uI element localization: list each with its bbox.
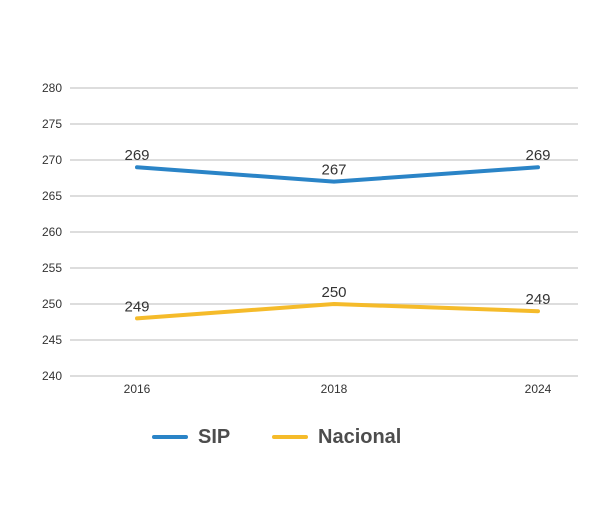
legend-swatch-nacional [272, 435, 308, 439]
data-label-sip: 269 [525, 147, 550, 164]
data-label-nacional: 249 [525, 291, 550, 308]
data-label-nacional: 249 [124, 298, 149, 315]
legend-item-sip: SIP [152, 422, 230, 452]
y-axis-ticks: 240 245 250 255 260 265 270 275 280 [42, 81, 62, 383]
legend-item-nacional: Nacional [272, 422, 401, 452]
gridlines [70, 87, 578, 377]
data-label-sip: 267 [321, 162, 346, 179]
data-labels: 269 267 269 249 250 249 [124, 147, 550, 315]
y-tick-label: 280 [42, 81, 62, 95]
x-axis-ticks: 2016 2018 2024 [124, 382, 552, 396]
x-tick-label: 2016 [124, 382, 151, 396]
y-tick-label: 240 [42, 369, 62, 383]
data-label-nacional: 250 [321, 284, 346, 301]
x-tick-label: 2018 [321, 382, 348, 396]
series-line-sip [135, 165, 540, 184]
series-lines [135, 165, 540, 321]
y-tick-label: 270 [42, 153, 62, 167]
y-tick-label: 275 [42, 117, 62, 131]
legend-label-nacional: Nacional [318, 425, 402, 448]
data-label-sip: 269 [124, 147, 149, 164]
legend: SIP Nacional [0, 422, 616, 452]
y-tick-label: 250 [42, 297, 62, 311]
y-tick-label: 265 [42, 189, 62, 203]
y-tick-label: 245 [42, 333, 62, 347]
y-tick-label: 260 [42, 225, 62, 239]
x-tick-label: 2024 [525, 382, 552, 396]
y-tick-label: 255 [42, 261, 62, 275]
series-line-nacional [135, 302, 540, 321]
legend-swatch-sip [152, 435, 188, 439]
legend-label-sip: SIP [198, 425, 231, 448]
